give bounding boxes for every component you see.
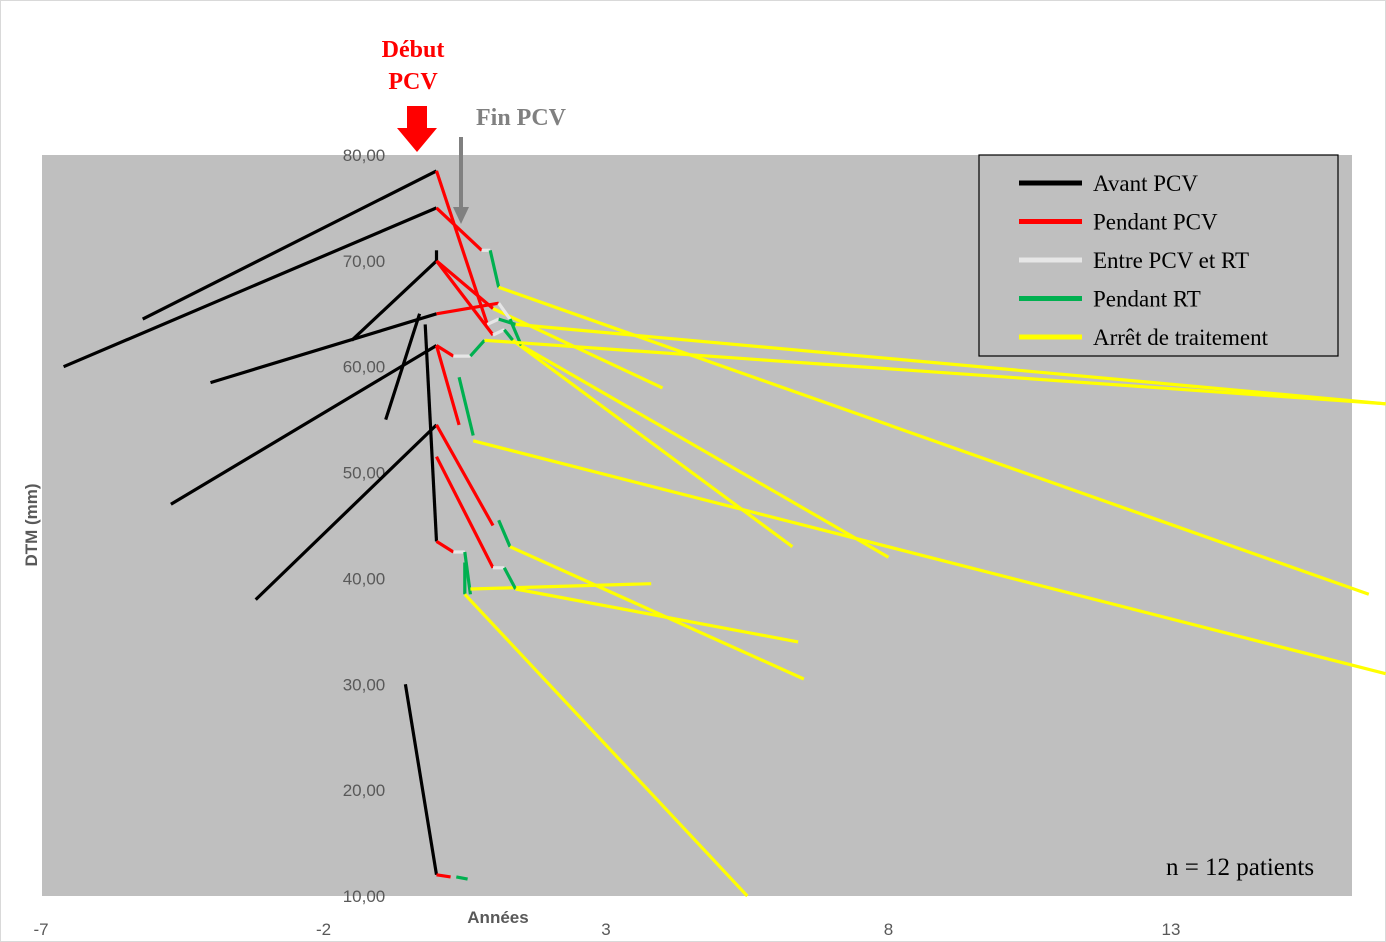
segment-arr-t-de-traitement	[520, 344, 890, 559]
segment-pendant-pcv	[435, 344, 455, 358]
segment-arr-t-de-traitement	[515, 322, 1386, 406]
segment-pendant-rt	[503, 328, 515, 342]
segment-pendant-pcv	[435, 259, 495, 310]
x-axis: -7 -2 3 8 13	[33, 920, 1180, 939]
segment-pendant-rt	[463, 551, 472, 595]
segment-arr-t-de-traitement	[472, 439, 1386, 676]
patient-trajectory	[170, 344, 1386, 676]
segment-pendant-pcv	[435, 206, 483, 252]
segment-arr-t-de-traitement	[511, 339, 794, 548]
segment-arr-t-de-traitement	[498, 285, 1370, 596]
y-axis: 10,00 20,00 30,00 40,00 50,00 60,00 70,00 80,00	[343, 146, 386, 906]
segment-entre-pcv-et-rt	[486, 317, 500, 326]
y-tick-label: 40,00	[343, 569, 386, 588]
y-tick-label: 10,00	[343, 887, 386, 906]
y-tick-label: 30,00	[343, 675, 386, 694]
patient-count-note: n = 12 patients	[1166, 854, 1314, 881]
patient-trajectory	[434, 250, 794, 548]
legend-label: Avant PCV	[1093, 171, 1198, 196]
series-lines	[62, 169, 1386, 898]
segment-pendant-pcv	[436, 873, 451, 879]
segment-avant-pcv	[210, 312, 437, 385]
segment-entre-pcv-et-rt	[492, 328, 505, 337]
segment-avant-pcv	[254, 423, 438, 601]
legend-item: Pendant RT	[1019, 287, 1201, 312]
arrow-start-icon	[397, 106, 437, 152]
legend-item: Avant PCV	[1019, 171, 1198, 196]
y-tick-label: 50,00	[343, 464, 386, 483]
x-tick-label: 3	[601, 920, 610, 939]
arrow-end-icon	[453, 207, 469, 224]
y-tick-label: 80,00	[343, 146, 386, 165]
segment-arr-t-de-traitement	[515, 587, 799, 644]
patient-trajectory	[403, 684, 468, 881]
y-axis-title: DTM (mm)	[22, 483, 41, 566]
legend-label: Pendant PCV	[1093, 210, 1218, 235]
segment-pendant-rt	[497, 519, 512, 548]
segment-pendant-pcv	[435, 455, 495, 569]
x-tick-label: 8	[884, 920, 893, 939]
patient-trajectory	[254, 423, 805, 681]
legend: Avant PCV Pendant PCV Entre PCV et RT Penda…	[978, 154, 1339, 357]
segment-pendant-pcv	[435, 259, 495, 336]
segment-avant-pcv	[403, 684, 439, 876]
segment-pendant-rt	[488, 249, 501, 288]
segment-arr-t-de-traitement	[484, 338, 1386, 406]
y-tick-label: 20,00	[343, 781, 386, 800]
legend-box	[978, 154, 1339, 357]
segment-pendant-pcv	[435, 540, 455, 554]
legend-label: Arrêt de traitement	[1093, 325, 1269, 350]
segment-avant-pcv	[141, 169, 438, 321]
patient-trajectory	[423, 324, 652, 595]
segment-arr-t-de-traitement	[470, 582, 652, 591]
segment-avant-pcv	[62, 206, 438, 369]
annotation-start-pcv: Début PCV	[382, 37, 445, 152]
patient-trajectory	[210, 301, 890, 559]
segment-entre-pcv-et-rt	[497, 302, 512, 321]
segment-pendant-rt	[457, 376, 475, 436]
segment-arr-t-de-traitement	[509, 545, 805, 681]
segment-pendant-rt	[508, 318, 523, 347]
patient-trajectory	[463, 562, 749, 898]
legend-label: Entre PCV et RT	[1093, 248, 1249, 273]
legend-item: Entre PCV et RT	[1019, 248, 1249, 273]
legend-item: Arrêt de traitement	[1019, 325, 1269, 350]
annotation-end-pcv: Fin PCV	[453, 105, 567, 224]
segment-pendant-pcv	[436, 301, 499, 316]
x-axis-title: Années	[467, 908, 528, 927]
segment-arr-t-de-traitement	[463, 593, 749, 898]
y-tick-label: 60,00	[343, 358, 386, 377]
segment-pendant-rt	[469, 339, 486, 358]
segment-avant-pcv	[170, 344, 438, 506]
segment-avant-pcv	[350, 259, 438, 342]
segment-pendant-rt	[455, 875, 468, 881]
segment-avant-pcv	[423, 324, 439, 542]
patient-trajectory	[62, 206, 1370, 596]
x-tick-label: 13	[1162, 920, 1181, 939]
annotation-start-line2: PCV	[388, 69, 438, 95]
legend-item: Pendant PCV	[1019, 210, 1218, 235]
patient-trajectory	[435, 455, 799, 644]
segment-pendant-pcv	[434, 170, 489, 325]
legend-label: Pendant RT	[1093, 287, 1201, 312]
x-tick-label: -2	[316, 920, 331, 939]
annotation-end-label: Fin PCV	[476, 105, 567, 131]
segment-pendant-pcv	[434, 345, 461, 426]
segment-pendant-rt	[502, 567, 518, 590]
segment-pendant-pcv	[435, 424, 495, 527]
x-tick-label: -7	[33, 920, 48, 939]
annotation-start-line1: Début	[382, 37, 445, 63]
y-tick-label: 70,00	[343, 252, 386, 271]
